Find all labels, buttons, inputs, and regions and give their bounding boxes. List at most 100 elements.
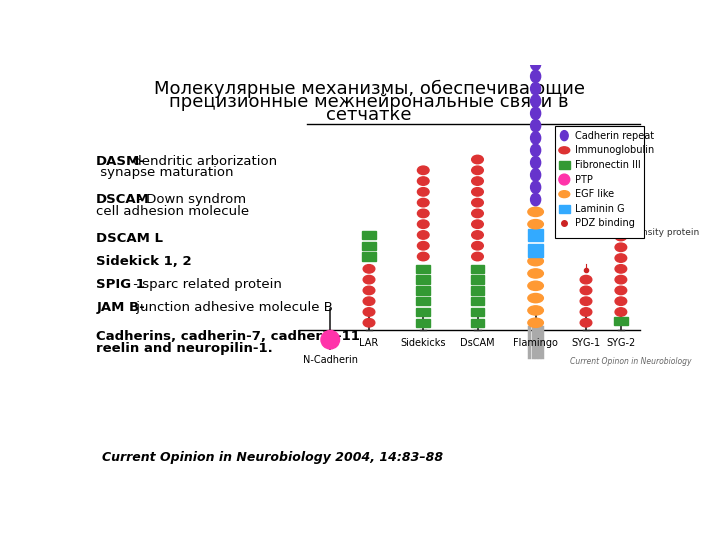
Ellipse shape [580,297,592,306]
Ellipse shape [580,319,592,327]
Bar [416,308,431,316]
Ellipse shape [363,297,375,306]
Ellipse shape [528,318,544,327]
Text: Молекулярные механизмы, обеспечивающие: Молекулярные механизмы, обеспечивающие [153,80,585,98]
Text: PDZ binding: PDZ binding [575,218,635,228]
Text: SYG-2: SYG-2 [606,338,636,348]
Bar [471,308,485,316]
Text: Sidekick 1, 2: Sidekick 1, 2 [96,255,192,268]
Ellipse shape [531,181,541,193]
Ellipse shape [472,241,483,250]
Text: synapse maturation: synapse maturation [96,166,234,179]
Ellipse shape [580,286,592,295]
Bar [559,161,570,168]
Ellipse shape [363,275,375,284]
Text: Current Opinion in Neurobiology 2004, 14:83–88: Current Opinion in Neurobiology 2004, 14… [102,451,443,464]
Ellipse shape [528,256,544,266]
Ellipse shape [615,275,626,284]
Bar [416,286,431,295]
Ellipse shape [615,243,626,252]
Ellipse shape [615,286,626,295]
Ellipse shape [580,275,592,284]
Text: Current Opinon in Neurobiology: Current Opinon in Neurobiology [570,357,692,366]
Text: Fibronectin III: Fibronectin III [575,160,641,170]
Bar [559,205,570,213]
Bar [416,319,431,327]
Text: Cadherin repeat: Cadherin repeat [575,131,654,140]
Ellipse shape [472,166,483,174]
Text: Cadherins, cadherin-7, cadherin-11: Cadherins, cadherin-7, cadherin-11 [96,330,360,343]
Ellipse shape [531,168,541,181]
Circle shape [321,330,340,349]
Bar [471,275,485,284]
Bar [555,126,644,238]
Ellipse shape [528,306,544,315]
Text: Laminin G: Laminin G [575,204,625,214]
Bar [416,265,431,273]
Text: LAR: LAR [359,338,379,348]
Bar [416,297,431,306]
Ellipse shape [418,187,429,196]
Bar [362,252,376,261]
Text: postsynaptic density protein: postsynaptic density protein [570,228,700,237]
Text: DASM-: DASM- [96,154,146,167]
Ellipse shape [531,45,541,58]
Text: DSCAM: DSCAM [96,193,150,206]
Ellipse shape [531,70,541,83]
Ellipse shape [531,157,541,169]
Ellipse shape [363,265,375,273]
Ellipse shape [472,177,483,185]
Ellipse shape [418,241,429,250]
Ellipse shape [472,187,483,196]
Ellipse shape [418,231,429,239]
Ellipse shape [528,207,544,217]
Text: N-Cadherin: N-Cadherin [302,355,358,365]
Bar [471,319,485,327]
Bar [362,241,376,250]
Bar [614,317,628,326]
Bar [471,265,485,273]
Ellipse shape [560,131,568,140]
Text: - Down syndrom: - Down syndrom [132,193,246,206]
Text: прецизионные межнейрональные связи в: прецизионные межнейрональные связи в [169,93,569,111]
Bar [528,244,544,256]
Ellipse shape [472,209,483,218]
Ellipse shape [363,286,375,295]
Ellipse shape [472,198,483,207]
Bar [362,231,376,239]
Ellipse shape [531,132,541,144]
Bar [471,297,485,306]
Ellipse shape [559,191,570,198]
Ellipse shape [615,265,626,273]
Bar [471,286,485,295]
Ellipse shape [418,177,429,185]
Ellipse shape [363,308,375,316]
Ellipse shape [531,193,541,206]
Text: dendritic arborization: dendritic arborization [129,154,277,167]
Text: DSCAM L: DSCAM L [96,232,163,245]
Circle shape [559,174,570,185]
Ellipse shape [418,220,429,228]
Text: EGF like: EGF like [575,189,614,199]
Ellipse shape [531,119,541,132]
Text: сетчатке: сетчатке [326,106,412,124]
Text: Immunoglobulin: Immunoglobulin [575,145,654,156]
Ellipse shape [531,107,541,119]
Ellipse shape [531,95,541,107]
Ellipse shape [531,58,541,70]
Ellipse shape [528,269,544,278]
Ellipse shape [472,231,483,239]
Ellipse shape [363,319,375,327]
Text: Flamingo: Flamingo [513,338,558,348]
Text: SPIG 1: SPIG 1 [96,278,145,291]
Ellipse shape [528,294,544,303]
Ellipse shape [472,220,483,228]
Text: PTP: PTP [575,174,593,185]
Text: junction adhesive molecule B: junction adhesive molecule B [132,301,333,314]
Ellipse shape [528,281,544,291]
Text: Sidekicks: Sidekicks [400,338,446,348]
Ellipse shape [531,144,541,157]
Ellipse shape [531,83,541,95]
Ellipse shape [472,252,483,261]
Ellipse shape [615,297,626,306]
